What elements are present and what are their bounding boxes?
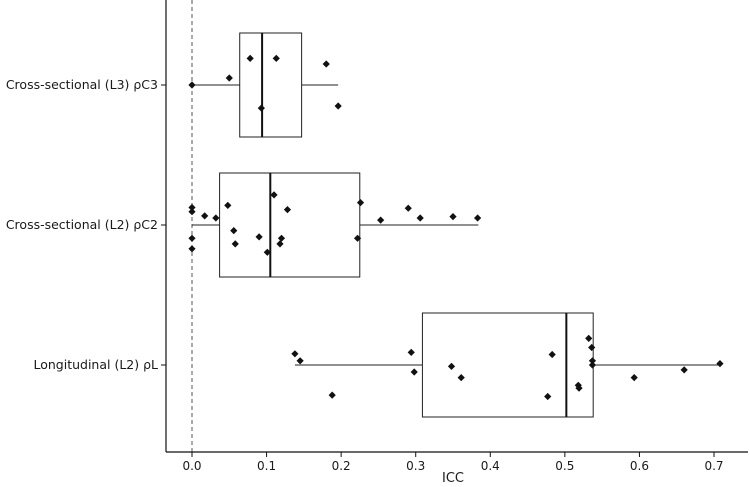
data-point <box>188 234 196 242</box>
x-axis-title: ICC <box>442 471 464 486</box>
data-point <box>716 360 724 368</box>
data-point <box>585 334 593 342</box>
box-iqr <box>219 172 361 278</box>
data-point <box>230 227 238 235</box>
data-point <box>212 214 220 222</box>
data-point <box>588 361 597 369</box>
data-point <box>410 368 418 376</box>
data-point <box>263 248 271 256</box>
data-point <box>225 74 233 82</box>
data-point <box>224 201 232 209</box>
data-point <box>276 240 284 248</box>
data-point <box>474 214 482 222</box>
x-tick-label: 0.1 <box>257 459 276 473</box>
data-point <box>201 212 209 220</box>
data-point <box>188 81 196 89</box>
data-point <box>680 366 688 374</box>
data-point <box>272 54 280 62</box>
data-point <box>588 343 596 352</box>
x-tick-label: 0.5 <box>555 459 574 473</box>
data-point <box>188 203 196 212</box>
axes: 0.0 0.1 0.2 0.3 0.4 0.5 0.6 0.7 Cross-sectional … <box>6 0 748 486</box>
data-point <box>188 208 196 216</box>
data-point <box>377 216 385 224</box>
box-group-0 <box>188 32 342 138</box>
x-tick-label: 0.3 <box>406 459 425 473</box>
plot-area <box>188 0 724 452</box>
box-group-2 <box>291 312 724 418</box>
data-point <box>277 234 286 242</box>
data-point <box>575 384 583 392</box>
data-point <box>630 374 638 382</box>
x-tick-label: 0.7 <box>704 459 723 473</box>
box-iqr <box>421 312 594 418</box>
data-point <box>449 213 457 221</box>
y-category-label: Longitudinal (L2) ρL <box>33 357 158 372</box>
x-tick-label: 0.6 <box>630 459 649 473</box>
data-point <box>291 350 299 358</box>
data-point <box>296 357 304 365</box>
data-point <box>257 104 265 112</box>
data-point <box>548 350 556 359</box>
x-tick-label: 0.2 <box>332 459 351 473</box>
data-point <box>188 245 196 253</box>
data-point <box>457 374 465 382</box>
data-point <box>416 214 424 222</box>
data-point <box>544 392 552 401</box>
data-point <box>246 54 254 62</box>
data-point <box>404 204 412 212</box>
box-iqr <box>239 32 303 138</box>
box-group-1 <box>188 172 482 278</box>
data-point <box>255 233 263 241</box>
data-point <box>231 240 239 248</box>
data-point <box>270 191 278 199</box>
data-point <box>283 206 292 214</box>
x-tick-label: 0.0 <box>182 459 201 473</box>
data-point <box>322 60 330 68</box>
y-category-label: Cross-sectional (L3) ρC3 <box>6 77 158 92</box>
data-point <box>334 102 342 110</box>
data-point <box>356 199 365 207</box>
data-point <box>588 357 597 365</box>
x-tick-label: 0.4 <box>481 459 500 473</box>
data-point <box>353 234 362 242</box>
data-point <box>407 348 415 356</box>
data-point <box>447 362 456 370</box>
y-category-label: Cross-sectional (L2) ρC2 <box>6 217 158 232</box>
data-point <box>328 391 336 399</box>
